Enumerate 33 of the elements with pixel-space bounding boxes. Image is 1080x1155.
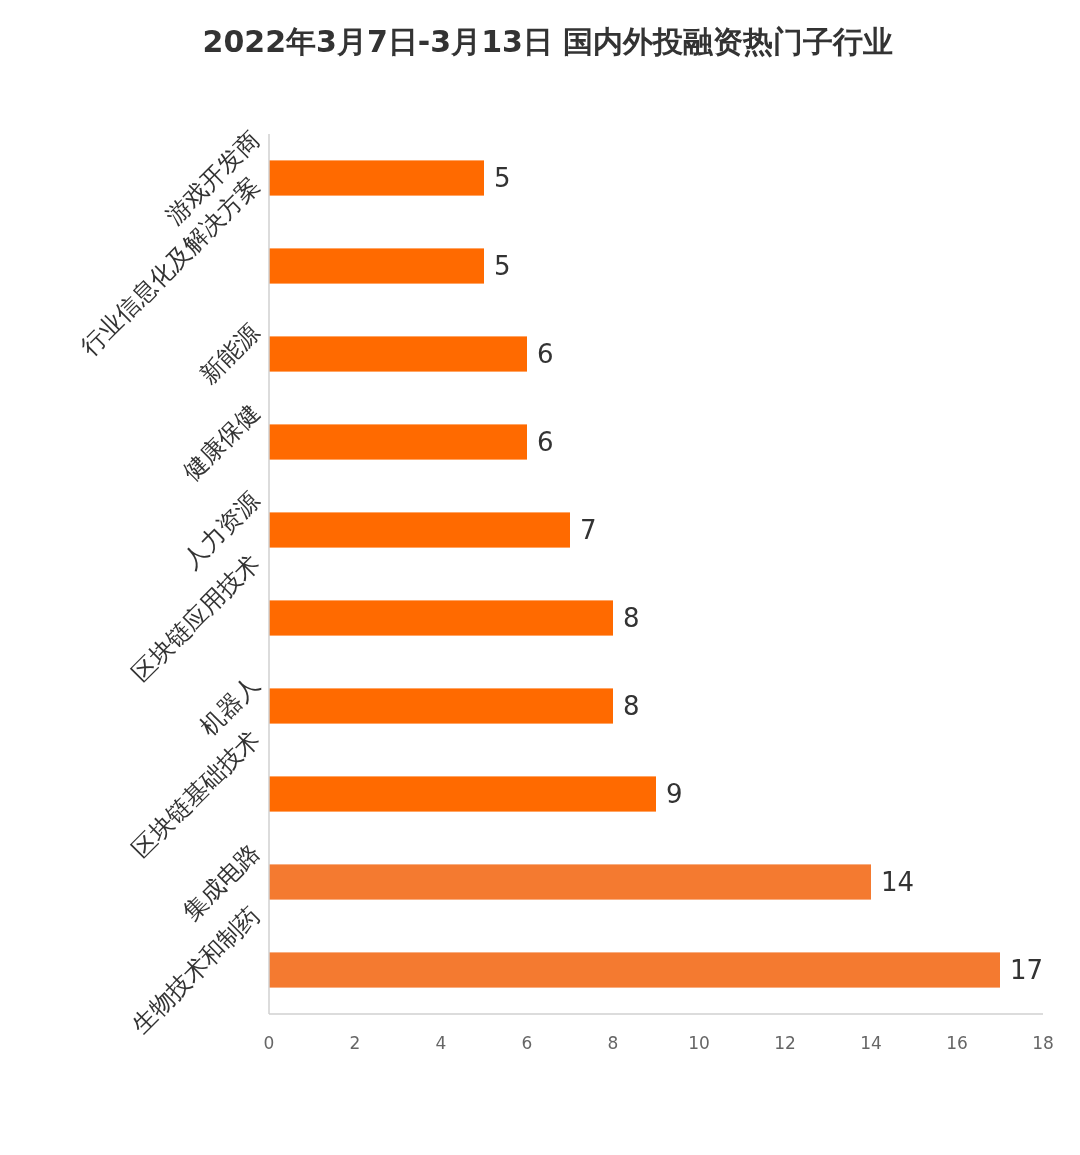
bar — [269, 776, 656, 812]
x-tick-label: 2 — [349, 1033, 361, 1053]
x-tick-label: 4 — [435, 1033, 447, 1053]
bar — [269, 248, 484, 284]
data-label: 6 — [537, 339, 554, 370]
data-label: 5 — [494, 251, 511, 282]
x-tick-label: 16 — [946, 1033, 968, 1053]
bar — [269, 952, 1000, 988]
bar — [269, 424, 527, 460]
data-label: 5 — [494, 163, 511, 194]
y-tick-label: 健康保健 — [177, 398, 266, 487]
data-label: 8 — [623, 603, 640, 634]
x-tick-label: 10 — [688, 1033, 710, 1053]
bar — [269, 864, 871, 900]
x-tick-label: 14 — [860, 1033, 882, 1053]
bar — [269, 336, 527, 372]
data-label: 7 — [580, 515, 597, 546]
x-tick-label: 12 — [774, 1033, 796, 1053]
bar — [269, 512, 570, 548]
bar — [269, 600, 613, 636]
x-tick-label: 8 — [607, 1033, 619, 1053]
data-label: 6 — [537, 427, 554, 458]
data-label: 14 — [881, 867, 915, 898]
data-label: 17 — [1010, 955, 1044, 986]
x-tick-label: 0 — [263, 1033, 275, 1053]
y-tick-label: 新能源 — [194, 318, 266, 390]
chart-title: 2022年3月7日-3月13日 国内外投融资热门子行业 — [202, 24, 894, 59]
x-tick-label: 6 — [521, 1033, 533, 1053]
data-label: 8 — [623, 691, 640, 722]
x-tick-label: 18 — [1032, 1033, 1054, 1053]
bar — [269, 688, 613, 724]
bar — [269, 160, 484, 196]
data-label: 9 — [666, 779, 683, 810]
